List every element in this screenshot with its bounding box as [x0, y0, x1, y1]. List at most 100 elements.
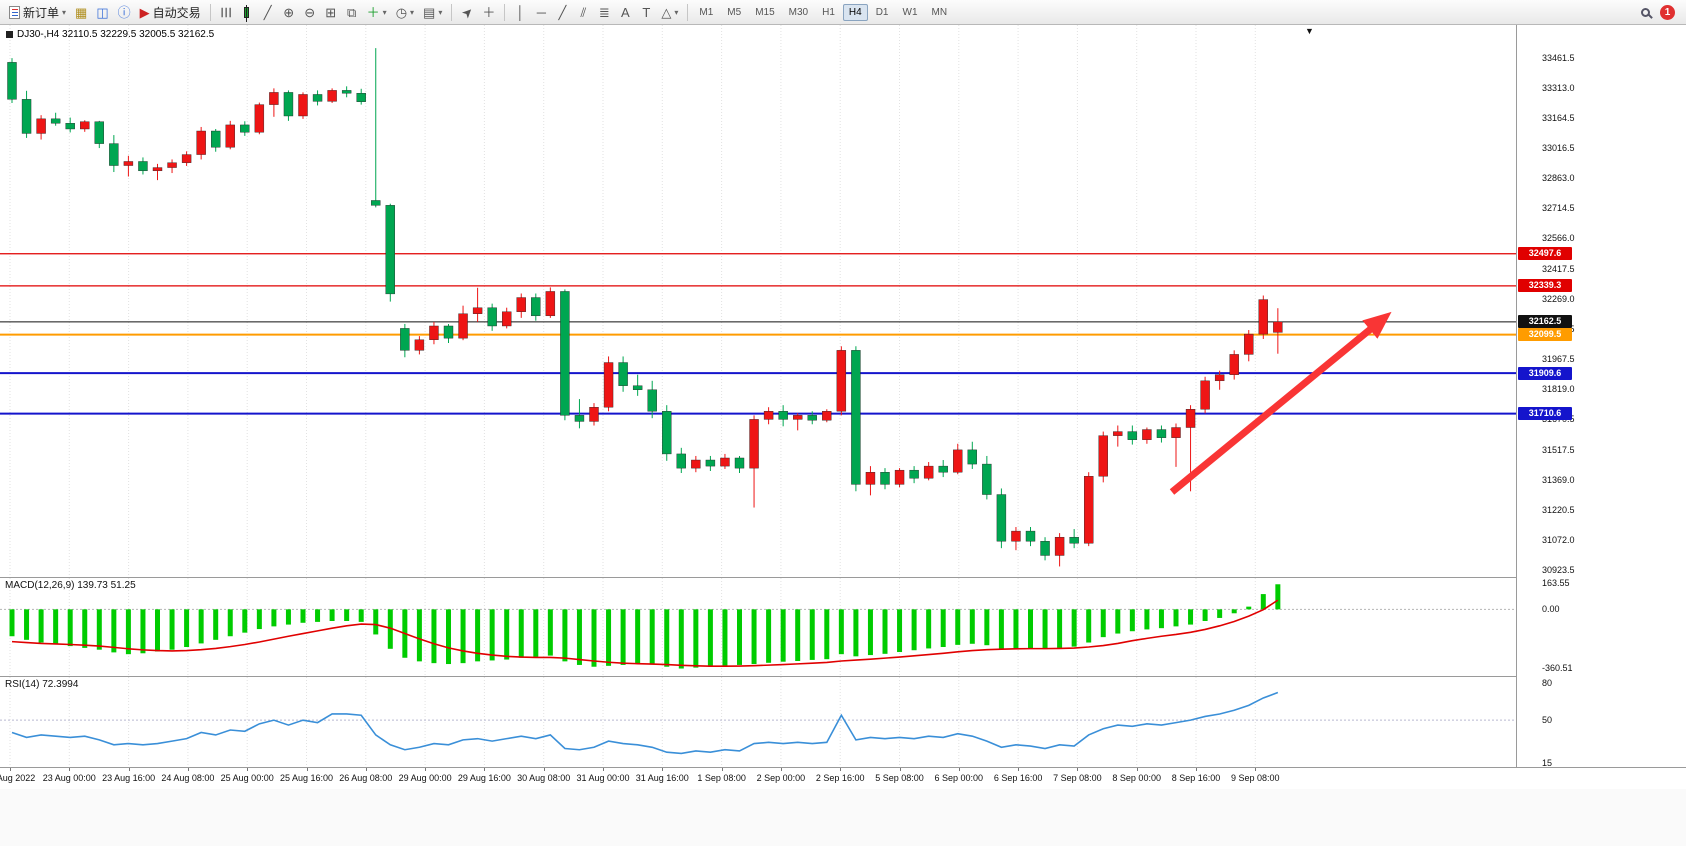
zoom-out-button[interactable]: ⊖: [300, 2, 320, 23]
search-button[interactable]: [1635, 2, 1655, 23]
period-button[interactable]: ◷ ▾: [392, 2, 418, 23]
horizontal-line-button[interactable]: ─: [531, 2, 551, 23]
macd-histogram-bar: [809, 609, 815, 660]
macd-label: MACD(12,26,9) 139.73 51.25: [5, 580, 136, 591]
candle-body: [603, 362, 614, 408]
price-level-badge[interactable]: 32497.6: [1518, 247, 1572, 261]
chart-shift-marker-icon[interactable]: ▼: [1305, 26, 1314, 36]
macd-histogram-bar: [955, 609, 961, 645]
macd-histogram-bar: [96, 609, 102, 650]
trend-arrow-annotation[interactable]: [1169, 311, 1392, 495]
time-axis-tick: [69, 768, 71, 771]
candle-body: [196, 130, 206, 155]
text-label-button[interactable]: T: [636, 2, 656, 23]
time-axis-tick: [840, 768, 842, 771]
macd-signal-line: [11, 599, 1279, 667]
time-axis-tick: [1255, 768, 1257, 771]
tile-windows-icon: ⊞: [325, 4, 337, 20]
timeframe-M15[interactable]: M15: [755, 6, 775, 18]
macd-histogram-bar: [1246, 606, 1252, 610]
price-level-badge[interactable]: 31710.6: [1518, 407, 1572, 421]
price-axis-label: 32714.5: [1542, 203, 1575, 214]
chart-title: DJ30-,H4 32110.5 32229.5 32005.5 32162.5: [6, 29, 214, 40]
text-tool-icon: A: [621, 4, 630, 20]
time-axis-label: 22 Aug 2022: [0, 773, 36, 783]
macd-histogram-bar: [707, 609, 713, 667]
price-level-badge[interactable]: 32162.5: [1518, 315, 1572, 329]
time-axis-tick: [306, 768, 308, 771]
timeframe-H1[interactable]: H1: [822, 6, 835, 18]
price-axis-label: 31967.5: [1542, 354, 1575, 365]
pane-separator[interactable]: [0, 676, 1686, 677]
pane-separator[interactable]: [0, 577, 1686, 578]
macd-histogram-bar: [1202, 609, 1208, 621]
timeframe-W1[interactable]: W1: [902, 6, 918, 18]
timeframe-M5[interactable]: M5: [727, 6, 742, 18]
macd-histogram-bar: [256, 609, 262, 630]
candle-body: [662, 411, 672, 455]
candle-body: [749, 419, 759, 469]
price-chart-canvas[interactable]: [0, 25, 1516, 577]
macd-histogram-bar: [1231, 609, 1237, 614]
trendline-icon: ╱: [558, 4, 567, 20]
macd-histogram-bar: [1275, 584, 1281, 610]
vertical-line-button[interactable]: │: [510, 2, 530, 23]
macd-histogram-bar: [285, 609, 291, 625]
bar-chart-button[interactable]: ☰: [216, 2, 236, 23]
terminal-button[interactable]: ⓘ: [114, 2, 135, 23]
cursor-button[interactable]: ➤: [457, 2, 477, 23]
arrows-tool-button[interactable]: △ ▾: [657, 2, 682, 23]
add-indicator-button[interactable]: ＋ ▾: [363, 2, 391, 23]
auto-trading-button[interactable]: ▶ 自动交易: [136, 2, 205, 23]
market-watch-button[interactable]: ▦: [71, 2, 91, 23]
clock-icon: ◷: [395, 4, 408, 20]
template-button[interactable]: ▤ ▾: [419, 2, 446, 23]
candlestick-chart-button[interactable]: [237, 2, 257, 23]
price-axis-label: 31072.0: [1542, 535, 1575, 546]
timeframe-M1[interactable]: M1: [699, 6, 714, 18]
candle-body: [1127, 431, 1138, 440]
rsi-canvas[interactable]: [0, 677, 1516, 767]
crosshair-button[interactable]: ＋: [478, 2, 499, 23]
time-axis-tick: [365, 768, 367, 771]
zoom-in-button[interactable]: ⊕: [279, 2, 299, 23]
macd-canvas[interactable]: [0, 578, 1516, 676]
time-axis[interactable]: 22 Aug 2022 23 Aug 00:00 23 Aug 16:00 24 Au…: [0, 767, 1686, 789]
channel-button[interactable]: ⫽: [573, 2, 593, 23]
macd-histogram-bar: [169, 609, 175, 650]
fibonacci-button[interactable]: ≣: [594, 2, 614, 23]
time-axis-tick: [780, 768, 782, 771]
timeframe-H4[interactable]: H4: [842, 3, 868, 21]
timeframe-MN[interactable]: MN: [931, 6, 948, 18]
macd-histogram-bar: [155, 609, 160, 652]
arrows-tool-icon: △: [661, 4, 672, 20]
time-axis-tick: [1018, 768, 1020, 771]
price-axis[interactable]: 33461.5 33313.0 33164.5 33016.5 32863.0 32714…: [1516, 25, 1686, 767]
cursor-icon: ➤: [458, 2, 477, 22]
navigator-button[interactable]: ◫: [92, 2, 112, 23]
candle-body: [21, 99, 32, 134]
price-level-badge[interactable]: 32339.3: [1518, 279, 1572, 293]
candle-body: [414, 339, 425, 351]
macd-histogram-bar: [1071, 609, 1077, 647]
notification-badge[interactable]: 1: [1660, 4, 1675, 20]
price-level-badge[interactable]: 32099.5: [1518, 328, 1572, 342]
candle-body: [1258, 299, 1269, 335]
trendline-button[interactable]: ╱: [552, 2, 572, 23]
add-indicator-icon: ＋: [366, 4, 380, 20]
timeframe-M30[interactable]: M30: [788, 6, 809, 18]
price-level-badge[interactable]: 31909.6: [1518, 366, 1572, 380]
timeframe-D1[interactable]: D1: [875, 6, 889, 18]
line-chart-button[interactable]: ╱: [258, 2, 278, 23]
price-axis-label: 31220.5: [1542, 504, 1575, 515]
candle-body: [531, 297, 541, 317]
tile-windows-button[interactable]: ⊞: [321, 2, 341, 23]
macd-histogram-bar: [24, 609, 30, 640]
price-axis-label: 33016.5: [1542, 142, 1575, 153]
new-order-button[interactable]: 新订单 ▾: [5, 2, 70, 23]
cascade-windows-button[interactable]: ⧉: [342, 2, 362, 23]
candle-body: [50, 118, 61, 124]
text-tool-button[interactable]: A: [615, 2, 635, 23]
time-axis-label: 6 Sep 16:00: [993, 773, 1043, 783]
macd-histogram-bar: [722, 609, 728, 666]
